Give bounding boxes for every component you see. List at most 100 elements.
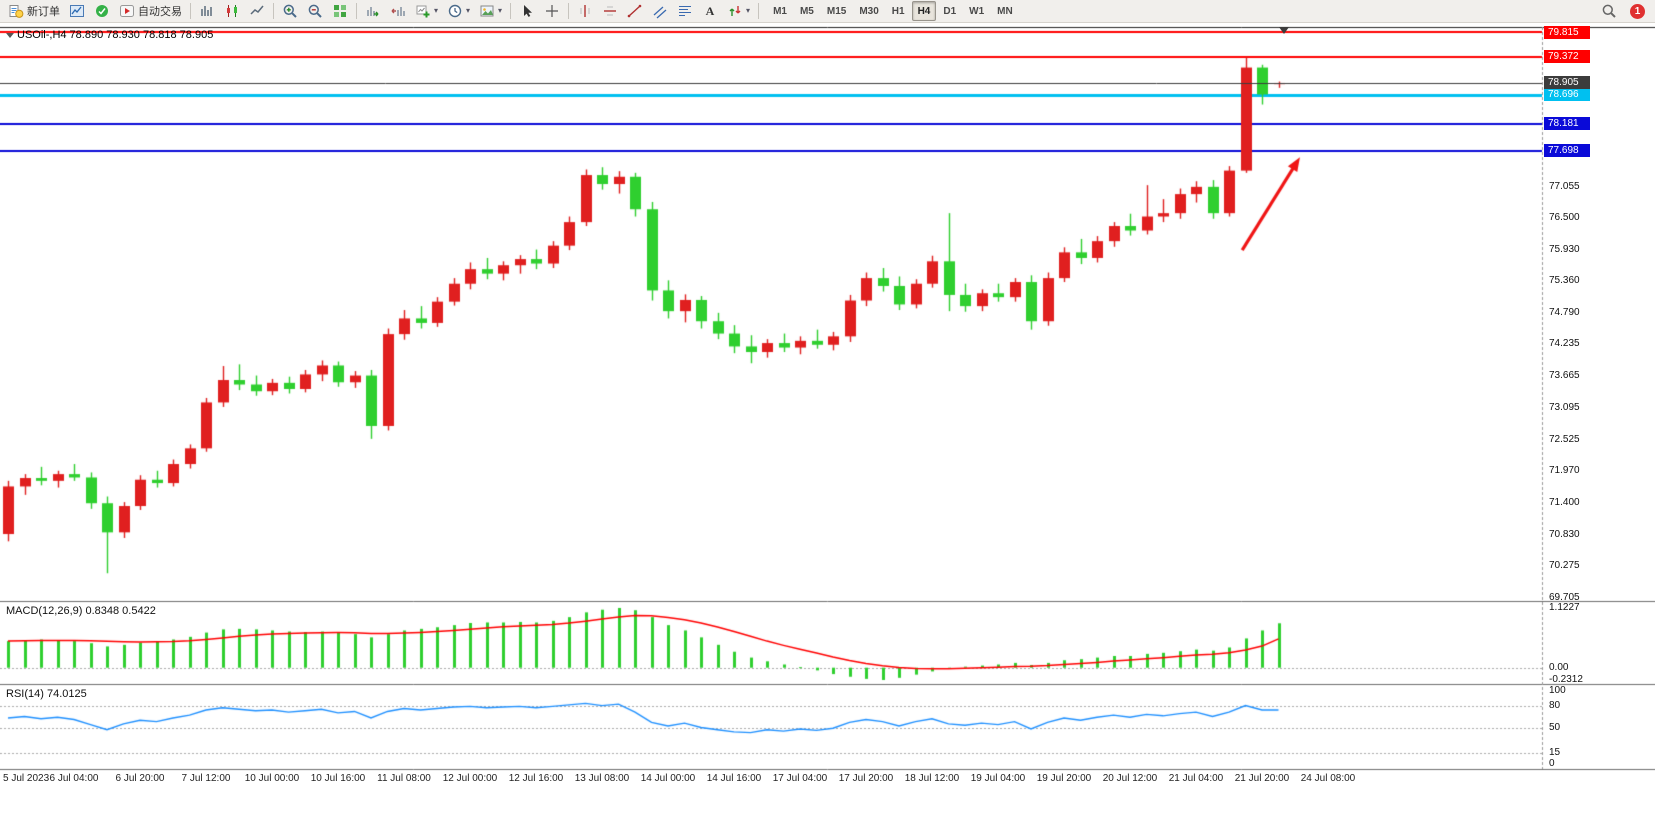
new-order-icon — [8, 3, 24, 19]
time-label: 17 Jul 20:00 — [838, 773, 894, 784]
equidistant-channel-button[interactable] — [648, 0, 672, 22]
cursor-button[interactable] — [515, 0, 539, 22]
fibonacci-icon — [677, 3, 693, 19]
rsi-scale-tick: 15 — [1549, 747, 1561, 759]
chart-window: USOil-,H4 78.890 78.930 78.818 78.905 MA… — [0, 23, 1655, 789]
horizontal-line-button[interactable] — [598, 0, 622, 22]
chart-shift-button[interactable] — [386, 0, 410, 22]
zoom-in-button[interactable] — [278, 0, 302, 22]
autotrading-button[interactable]: 自动交易 — [115, 0, 186, 22]
zoom-out-icon — [307, 3, 323, 19]
trendline-icon — [627, 3, 643, 19]
timeframe-MN[interactable]: MN — [997, 5, 1013, 17]
time-scale[interactable]: 5 Jul 2023 6 Jul 04:00 6 Jul 20:00 7 Jul 12… — [0, 769, 1543, 789]
bars-icon — [199, 3, 215, 19]
timeframe-M1[interactable]: M1 — [773, 5, 787, 17]
new-chart-button[interactable]: ▾ — [411, 0, 442, 22]
time-label: 10 Jul 00:00 — [244, 773, 300, 784]
new-chart-icon — [415, 3, 431, 19]
price-tick: 75.360 — [1549, 275, 1580, 287]
tile-windows-button[interactable] — [328, 0, 352, 22]
timeframe-W1[interactable]: W1 — [969, 5, 985, 17]
market-icon — [94, 3, 110, 19]
timeframe-M5[interactable]: M5 — [799, 5, 814, 17]
time-label: 12 Jul 00:00 — [442, 773, 498, 784]
vline-icon — [577, 3, 593, 19]
time-label: 12 Jul 16:00 — [508, 773, 564, 784]
price-chart-canvas[interactable] — [0, 23, 1655, 789]
autotrading-button-label: 自动交易 — [138, 6, 182, 18]
search-icon — [1601, 3, 1617, 19]
template-icon — [479, 3, 495, 19]
price-tick: 74.790 — [1549, 307, 1580, 319]
market-watch-button[interactable] — [90, 0, 114, 22]
trendline-button[interactable] — [623, 0, 647, 22]
fibonacci-button[interactable] — [673, 0, 697, 22]
zoom-out-button[interactable] — [303, 0, 327, 22]
charts-window-button[interactable] — [65, 0, 89, 22]
hline-icon — [602, 3, 618, 19]
time-label: 10 Jul 16:00 — [310, 773, 366, 784]
templates-button[interactable]: ▾ — [475, 0, 506, 22]
auto-scroll-button[interactable] — [361, 0, 385, 22]
bid-price-tag: 78.905 — [1544, 76, 1590, 90]
main-toolbar: 新订单 自动交易 ▾ ▾ ▾ A ▾ M1 M5 M15 M30 H1 H4 D1 W1 MN 1 — [0, 0, 1655, 23]
toolbar-separator — [758, 3, 760, 19]
new-order-button[interactable]: 新订单 — [4, 0, 64, 22]
chart-shift-marker-icon[interactable] — [1279, 27, 1289, 34]
macd-scale-tick: -0.2312 — [1549, 673, 1583, 685]
time-label: 6 Jul 20:00 — [115, 773, 165, 784]
price-tick: 70.275 — [1549, 560, 1580, 572]
vertical-line-button[interactable] — [573, 0, 597, 22]
crosshair-icon — [544, 3, 560, 19]
line-chart-button[interactable] — [245, 0, 269, 22]
time-label: 17 Jul 04:00 — [772, 773, 828, 784]
chart-title: USOil-,H4 78.890 78.930 78.818 78.905 — [17, 29, 214, 41]
price-tick: 77.055 — [1549, 180, 1580, 192]
price-scale[interactable]: 77.055 76.500 75.930 75.360 74.790 74.235 73.6… — [1544, 23, 1655, 789]
dropdown-caret-icon: ▾ — [498, 6, 503, 15]
time-label: 19 Jul 04:00 — [970, 773, 1026, 784]
clock-icon — [447, 3, 463, 19]
time-label: 14 Jul 00:00 — [640, 773, 696, 784]
search-button[interactable] — [1597, 0, 1621, 22]
notifications-badge[interactable]: 1 — [1630, 3, 1645, 19]
rsi-scale-tick: 50 — [1549, 721, 1561, 733]
time-label: 6 Jul 04:00 — [49, 773, 99, 784]
timeframe-M15[interactable]: M15 — [826, 5, 847, 17]
periodicity-button[interactable]: ▾ — [443, 0, 474, 22]
rsi-scale-tick: 80 — [1549, 699, 1561, 711]
timeframe-D1[interactable]: D1 — [943, 5, 957, 17]
zoom-in-icon — [282, 3, 298, 19]
time-label: 20 Jul 12:00 — [1102, 773, 1158, 784]
crosshair-button[interactable] — [540, 0, 564, 22]
time-label: 7 Jul 12:00 — [181, 773, 231, 784]
toolbar-separator — [273, 3, 274, 19]
rsi-indicator-label: RSI(14) 74.0125 — [6, 688, 87, 700]
macd-scale-tick: 0.00 — [1549, 661, 1569, 673]
dropdown-caret-icon: ▾ — [434, 6, 439, 15]
price-level-tag: 79.815 — [1544, 25, 1590, 39]
candlestick-chart-button[interactable] — [220, 0, 244, 22]
rsi-scale-tick: 100 — [1549, 685, 1566, 696]
arrows-button[interactable]: ▾ — [723, 0, 754, 22]
timeframe-H1[interactable]: H1 — [891, 5, 905, 17]
timeframe-M30[interactable]: M30 — [859, 5, 879, 17]
macd-indicator-label: MACD(12,26,9) 0.8348 0.5422 — [6, 605, 156, 617]
autotrading-icon — [119, 3, 135, 19]
bar-chart-button[interactable] — [195, 0, 219, 22]
tile-icon — [332, 3, 348, 19]
time-label: 24 Jul 08:00 — [1300, 773, 1356, 784]
text-label-button[interactable]: A — [698, 0, 722, 22]
line-icon — [249, 3, 265, 19]
price-level-tag: 78.696 — [1544, 88, 1590, 102]
price-tick: 70.830 — [1549, 529, 1580, 541]
timeframe-H4[interactable]: H4 — [911, 1, 937, 21]
time-label: 5 Jul 2023 — [3, 773, 50, 784]
channel-icon — [652, 3, 668, 19]
toolbar-separator — [568, 3, 570, 19]
rsi-scale-tick: 0 — [1549, 758, 1555, 769]
chart-title-caret-icon[interactable] — [6, 33, 14, 38]
price-tick: 71.400 — [1549, 497, 1580, 509]
time-label: 13 Jul 08:00 — [574, 773, 630, 784]
